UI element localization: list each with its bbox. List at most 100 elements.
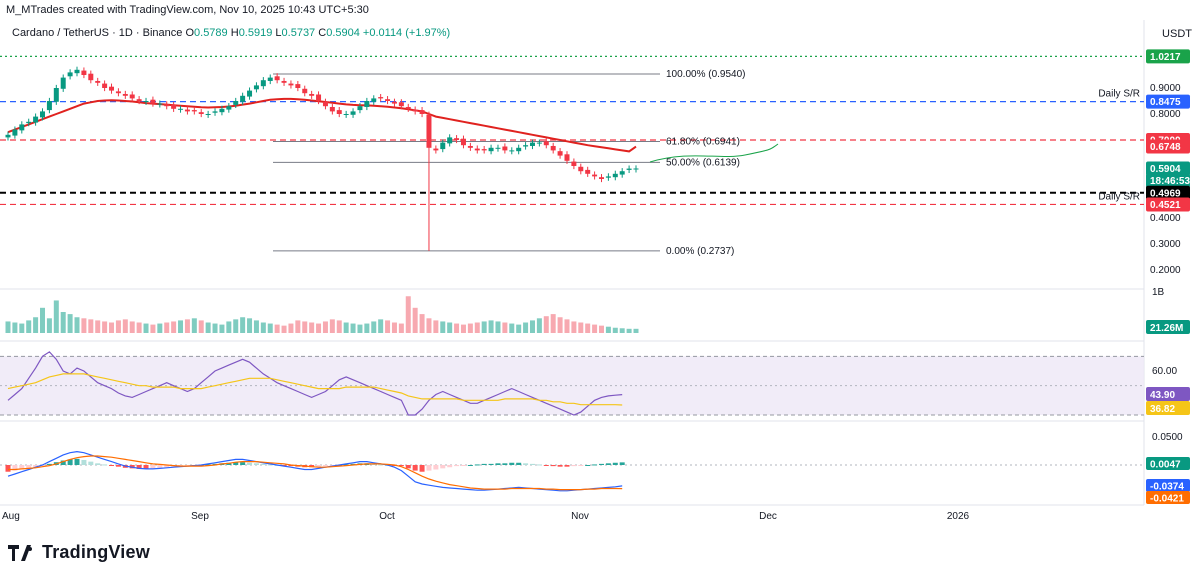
volume-bar [433,320,439,333]
volume-bar [53,300,59,333]
volume-bar [81,318,87,333]
macd-histogram-bar [95,463,101,465]
macd-histogram-bar [412,465,418,471]
level-label: Daily S/R [1098,89,1140,100]
candle-body [633,168,639,170]
macd-histogram-bar [150,465,156,469]
volume-bar [536,318,542,333]
macd-tag [1146,457,1190,470]
volume-bar [102,321,108,333]
candle-body [357,106,363,111]
candle-body [371,98,377,102]
candle-body [26,121,32,124]
volume-tag-label: 21.26M [1150,323,1183,334]
symbol-name[interactable]: Cardano / TetherUS · 1D · Binance [12,27,183,39]
candle-body [626,168,632,170]
volume-bar [205,322,211,333]
volume-bar [329,319,335,333]
open-value: 0.5789 [194,27,228,39]
macd-histogram-bar [578,465,584,466]
volume-bar [33,317,39,333]
macd-histogram-bar [481,463,487,465]
candle-body [178,108,184,110]
macd-histogram-bar [454,465,460,467]
macd-histogram-bar [157,465,163,468]
price-tag-label: 0.6748 [1150,142,1181,153]
macd-line [7,450,623,492]
volume-bar [426,318,432,333]
volume-bar [267,323,273,333]
candle-body [592,174,598,177]
candle-body [364,101,370,107]
candle-body [274,76,280,81]
high-value: 0.5919 [238,27,273,39]
volume-bar [612,327,618,333]
candle-body [184,109,190,112]
volume-bar [592,324,598,333]
volume-bar [226,321,232,333]
candle-body [433,148,439,151]
price-tag [1146,197,1190,212]
macd-histogram-bar [343,464,349,466]
volume-bar [322,321,328,333]
macd-histogram-bar [60,460,66,465]
price-tag [1146,94,1190,109]
volume-bar [364,323,370,333]
candle-body [40,111,46,118]
volume-bar [316,323,322,333]
macd-histogram-bar [74,458,80,465]
volume-bar [309,322,315,333]
macd-histogram-bar [26,465,32,469]
time-tick-label: Aug [2,511,20,522]
price-tag-label: 0.8475 [1150,97,1181,108]
candle-body [571,161,577,166]
tradingview-logo: TradingView [8,542,150,563]
macd-histogram-bar [550,465,556,467]
time-tick-label: Sep [191,511,209,522]
symbol-legend: Cardano / TetherUS · 1D · Binance O0.578… [12,27,450,39]
macd-histogram-bar [378,464,384,466]
volume-bar [619,328,625,333]
candle-body [33,116,39,123]
candle-body [460,138,466,146]
macd-histogram-bar [67,459,73,465]
volume-bar [240,317,246,333]
candle-body [447,137,453,144]
volume-bar [454,323,460,333]
rsi-tag-label: 43.90 [1150,390,1175,401]
candle-body [164,104,170,107]
candle-body [226,106,232,110]
volume-bar [509,323,515,333]
volume-bar [343,322,349,333]
candle-body [157,103,163,105]
candle-body [136,99,142,101]
volume-bar [281,325,287,333]
candle-body [516,147,522,152]
fib-level-label: 50.00% (0.6139) [666,157,740,168]
candle-body [495,147,501,149]
rsi-tick-label: 60.00 [1152,366,1177,377]
volume-bar [357,324,363,333]
candle-body [612,173,618,178]
candle-body [322,101,328,107]
macd-histogram-bar [164,465,170,468]
macd-histogram-bar [440,465,446,469]
tradingview-logo-icon [8,544,32,561]
time-tick-label: Dec [759,511,777,522]
candle-body [143,101,149,102]
currency-label[interactable]: USDT [1162,28,1192,40]
macd-histogram-bar [502,463,508,465]
candle-body [426,114,432,148]
volume-bar [302,321,308,333]
candle-body [74,69,80,74]
macd-histogram-bar [619,462,625,465]
candle-body [336,110,342,114]
candle-body [378,97,384,99]
macd-histogram-bar [260,463,266,465]
candle-body [391,101,397,104]
volume-bar [605,326,611,333]
volume-bar [233,319,239,333]
macd-histogram-bar [398,465,404,467]
candle-body [171,104,177,109]
